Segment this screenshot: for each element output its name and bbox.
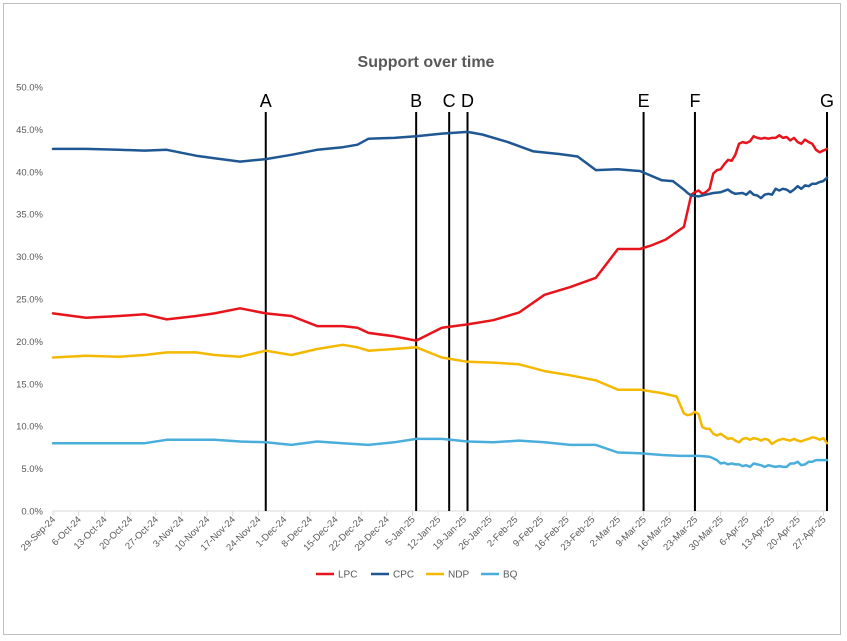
y-tick-label: 25.0% [16,295,43,306]
legend: LPC CPC NDP BQ [316,570,518,581]
marker-label-e: E [638,91,650,111]
y-tick-label: 35.0% [16,210,43,221]
legend-label-lpc: LPC [338,570,357,581]
marker-label-f: F [689,91,700,111]
y-tick-label: 20.0% [16,337,43,348]
marker-label-c: C [443,91,456,111]
marker-label-b: B [410,91,422,111]
series-line-ndp [51,343,829,446]
y-tick-label: 30.0% [16,252,43,263]
y-tick-label: 0.0% [21,507,43,518]
y-tick-label: 40.0% [16,167,43,178]
legend-label-ndp: NDP [448,570,469,581]
y-tick-label: 50.0% [16,83,43,94]
series-line-bq [51,437,829,469]
series-line-lpc [51,134,829,342]
chart-frame: Support over time 0.0% 5.0% 10.0% 15.0% 20.0… [3,3,841,635]
y-axis: 0.0% 5.0% 10.0% 15.0% 20.0% 25.0% 30.0% 35.0% 40… [16,83,43,518]
series-lines [51,130,829,469]
legend-label-bq: BQ [503,570,518,581]
x-axis: 29-Sep-246-Oct-2413-Oct-2420-Oct-2427-Oc… [19,510,828,553]
y-tick-label: 10.0% [16,422,43,433]
legend-label-cpc: CPC [393,570,414,581]
marker-label-g: G [820,91,834,111]
marker-label-d: D [461,91,474,111]
y-tick-label: 45.0% [16,125,43,136]
marker-label-a: A [260,91,272,111]
chart-title: Support over time [358,54,495,71]
x-tick-label: 29-Sep-24 [19,514,58,553]
series-line-cpc [51,130,829,200]
y-tick-label: 5.0% [21,464,43,475]
line-chart: Support over time 0.0% 5.0% 10.0% 15.0% 20.0… [16,54,834,581]
y-tick-label: 15.0% [16,379,43,390]
